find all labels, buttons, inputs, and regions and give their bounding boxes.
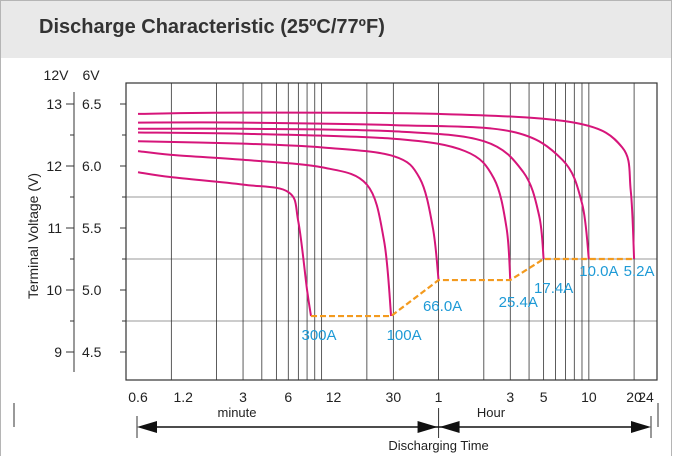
plot-border (125, 82, 658, 381)
x-arrowhead (631, 421, 651, 433)
x-tick-minute: 12 (326, 389, 342, 405)
x-segment-hour: Hour (477, 405, 506, 420)
x-arrowhead (439, 421, 460, 433)
series-label: 100A (387, 327, 422, 344)
y-tick-12v: 13 (46, 96, 62, 112)
series-label: 25.4A (499, 294, 538, 311)
x-axis-label: Discharging Time (388, 438, 488, 453)
x-tick-hour: 1 (435, 389, 443, 405)
x-segment-minute: minute (217, 405, 256, 420)
y-tick-6v: 4.5 (82, 344, 102, 360)
x-tick-hour: 5 (540, 389, 548, 405)
y-header-12v: 12V (44, 67, 70, 83)
x-tick-hour: 10 (581, 389, 597, 405)
cutoff-line (311, 257, 635, 318)
discharge-curve (137, 127, 545, 260)
x-tick-minute: 30 (386, 389, 402, 405)
discharge-curve (137, 121, 590, 260)
x-tick-minute: 0.6 (128, 389, 148, 405)
chart-frame (0, 57, 672, 456)
y-tick-6v: 5.0 (82, 282, 102, 298)
y-header-6v: 6V (82, 67, 100, 83)
y-tick-6v: 6.5 (82, 96, 102, 112)
series-label: 66.0A (423, 298, 462, 315)
discharge-curve (137, 140, 440, 281)
chart-header: Discharge Characteristic (25ºC/77ºF) (0, 0, 672, 58)
x-arrowhead (137, 421, 157, 433)
x-tick-minute: 6 (284, 389, 292, 405)
discharge-curve (137, 111, 636, 260)
x-tick-hour: 20 (626, 389, 642, 405)
discharge-curve (137, 150, 393, 317)
series-label: 17.4A (534, 280, 573, 297)
y-tick-6v: 6.0 (82, 158, 102, 174)
series-label: 10.0A (579, 263, 618, 280)
discharge-curve (137, 171, 313, 317)
y-tick-12v: 9 (54, 344, 62, 360)
series-label: 5.2A (624, 263, 655, 280)
curves (137, 111, 636, 318)
x-tick-minute: 1.2 (174, 389, 194, 405)
x-tick-minute: 3 (239, 389, 247, 405)
y-tick-6v: 5.5 (82, 220, 102, 236)
y-tick-12v: 10 (46, 282, 62, 298)
x-tick-hour: 3 (506, 389, 514, 405)
x-tick-hour: 24 (638, 389, 654, 405)
discharge-curve (137, 131, 512, 281)
series-label: 300A (301, 327, 336, 344)
y-tick-12v: 11 (47, 220, 62, 236)
y-tick-12v: 12 (46, 158, 62, 174)
chart-title: Discharge Characteristic (25ºC/77ºF) (39, 16, 385, 38)
x-arrowhead (417, 421, 438, 433)
y-axis-label: Terminal Voltage (V) (25, 173, 41, 299)
